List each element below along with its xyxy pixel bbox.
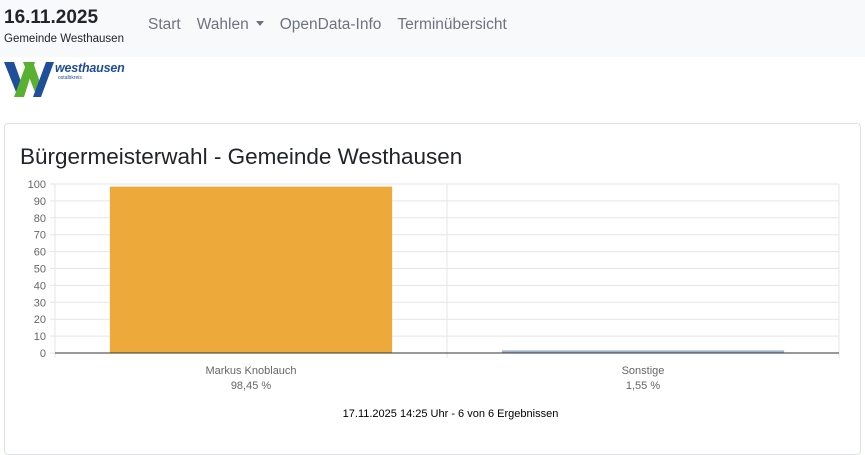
x-tick-label: Sonstige [622, 365, 665, 377]
nav-wahlen-dropdown[interactable]: Wahlen [197, 16, 264, 34]
logo-wordmark: westhausen [55, 61, 125, 75]
nav-start-label: Start [148, 16, 181, 33]
bar [109, 186, 393, 353]
y-tick-label: 100 [28, 179, 46, 191]
y-tick-label: 50 [34, 264, 46, 276]
y-tick-label: 60 [34, 247, 46, 259]
y-tick-label: 30 [34, 297, 46, 309]
bar [501, 350, 785, 353]
nav-wahlen-label: Wahlen [196, 16, 249, 33]
nav-opendata-label: OpenData-Info [279, 16, 382, 33]
y-tick-label: 10 [34, 331, 46, 343]
nav-opendata-link[interactable]: OpenData-Info [280, 16, 382, 34]
logo-subtext: ostalbkreis [58, 75, 82, 81]
nav-termine-link[interactable]: Terminübersicht [397, 16, 506, 34]
chart-title: Bürgermeisterwahl - Gemeinde Westhausen [20, 144, 463, 169]
nav-start-link[interactable]: Start [148, 16, 181, 34]
y-tick-label: 20 [34, 314, 46, 326]
bar-value-label: 98,45 % [231, 380, 272, 392]
nav-termine-label: Terminübersicht [397, 16, 507, 33]
nav-links: Start Wahlen OpenData-Info Terminübersic… [148, 16, 523, 34]
y-tick-label: 80 [34, 213, 46, 225]
y-tick-label: 40 [34, 280, 46, 292]
x-tick-label: Markus Knoblauch [205, 365, 296, 377]
caret-down-icon [255, 21, 264, 26]
y-tick-label: 0 [40, 348, 46, 360]
y-tick-label: 90 [34, 196, 46, 208]
navbar: 16.11.2025 Gemeinde Westhausen Start Wah… [0, 0, 865, 57]
bar-value-label: 1,55 % [626, 380, 660, 392]
result-chart: 0 10 20 30 40 50 60 70 80 90 100 Markus Knoblauch 98… [28, 179, 840, 392]
municipality-name[interactable]: Gemeinde Westhausen [4, 33, 124, 45]
result-footnote: 17.11.2025 14:25 Uhr - 6 von 6 Ergebniss… [342, 408, 559, 420]
election-date[interactable]: 16.11.2025 [4, 7, 99, 28]
westhausen-logo-icon [4, 62, 54, 97]
y-tick-label: 70 [34, 230, 46, 242]
